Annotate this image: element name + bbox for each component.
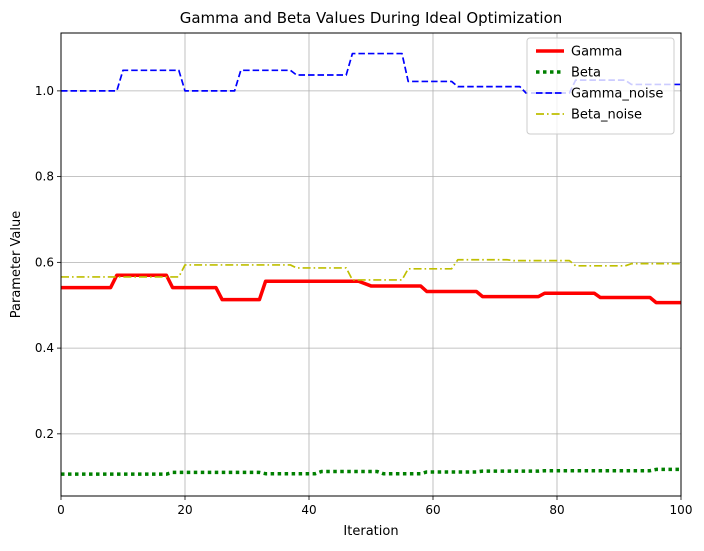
y-tick-label: 0.4 bbox=[35, 341, 54, 355]
legend-label: Beta_noise bbox=[571, 108, 642, 123]
plot-frame bbox=[60, 32, 682, 497]
series-layer bbox=[61, 52, 681, 476]
y-tick-label: 0.2 bbox=[35, 427, 54, 441]
series-line-beta-noise bbox=[61, 258, 681, 281]
series-line-gamma bbox=[61, 273, 681, 305]
y-axis-label: Parameter Value bbox=[9, 211, 24, 318]
legend-box bbox=[526, 37, 675, 135]
x-axis-label: Iteration bbox=[343, 524, 398, 539]
y-axis: 0.2 0.4 0.6 0.8 1.0 bbox=[35, 84, 61, 441]
y-tick-label: 0.6 bbox=[35, 255, 54, 269]
plot-area bbox=[61, 52, 681, 476]
legend-label: Gamma_noise bbox=[571, 87, 663, 102]
x-tick-label: 60 bbox=[425, 503, 440, 517]
x-tick-label: 80 bbox=[549, 503, 564, 517]
x-tick-label: 40 bbox=[301, 503, 316, 517]
x-tick-label: 0 bbox=[57, 503, 65, 517]
x-axis: 0 20 40 60 80 100 bbox=[57, 496, 692, 517]
legend-label: Gamma bbox=[571, 45, 622, 60]
chart-title: Gamma and Beta Values During Ideal Optim… bbox=[180, 9, 563, 27]
legend-label: Beta bbox=[571, 66, 601, 81]
x-tick-label: 100 bbox=[670, 503, 693, 517]
series-line-gamma-noise bbox=[61, 52, 681, 94]
series-line-beta bbox=[61, 467, 681, 476]
y-tick-label: 0.8 bbox=[35, 170, 54, 184]
legend: Gamma Beta Gamma_noise Beta_noise bbox=[526, 37, 675, 135]
y-tick-label: 1.0 bbox=[35, 84, 54, 98]
x-tick-label: 20 bbox=[177, 503, 192, 517]
